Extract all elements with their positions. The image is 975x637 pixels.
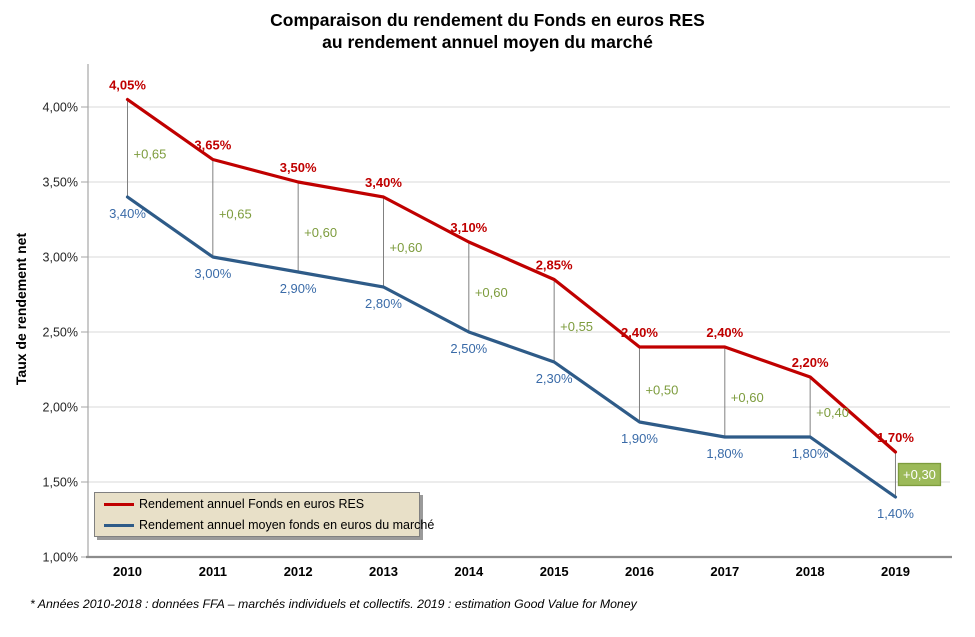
footnote: * Années 2010-2018 : données FFA – march… <box>30 597 637 611</box>
difference-label: +0,65 <box>134 146 167 161</box>
difference-label: +0,55 <box>560 319 593 334</box>
legend-line-blue-icon <box>104 523 134 527</box>
point-label-market: 2,50% <box>450 341 487 356</box>
difference-label: +0,60 <box>475 285 508 300</box>
point-label-market: 1,90% <box>621 431 658 446</box>
difference-label: +0,60 <box>389 240 422 255</box>
series-line-market <box>125 195 898 499</box>
legend-label-market: Rendement annuel moyen fonds en euros du… <box>139 518 435 532</box>
chart-title-line1: Comparaison du rendement du Fonds en eur… <box>270 10 705 30</box>
difference-label: +0,65 <box>219 206 252 221</box>
difference-label: +0,60 <box>731 390 764 405</box>
y-tick-label: 4,00% <box>43 101 78 115</box>
point-label-res: 3,40% <box>365 175 402 190</box>
x-axis-label: 2016 <box>625 564 654 579</box>
point-label-res: 2,20% <box>792 355 829 370</box>
point-label-res: 3,50% <box>280 160 317 175</box>
x-axis-label: 2018 <box>796 564 825 579</box>
x-axis-label: 2011 <box>199 564 227 579</box>
y-tick-label: 2,50% <box>43 326 78 340</box>
x-axis-label: 2017 <box>710 564 739 579</box>
point-label-market: 1,80% <box>792 446 829 461</box>
y-tick-label: 1,00% <box>43 551 78 565</box>
legend-line-red-icon <box>104 502 134 506</box>
point-label-res: 3,65% <box>194 138 231 153</box>
x-axis-label: 2015 <box>540 564 569 579</box>
x-axis-label: 2010 <box>113 564 142 579</box>
difference-label: +0,40 <box>816 405 849 420</box>
series-line-res <box>125 97 898 454</box>
legend: Rendement annuel Fonds en euros RES Rend… <box>94 492 434 537</box>
difference-label: +0,60 <box>304 225 337 240</box>
point-label-res: 1,70% <box>877 430 914 445</box>
y-tick-label: 1,50% <box>43 476 78 490</box>
x-axis-label: 2019 <box>881 564 910 579</box>
chart-title: Comparaison du rendement du Fonds en eur… <box>0 9 975 53</box>
y-tick-label: 3,50% <box>43 176 78 190</box>
legend-item-res: Rendement annuel Fonds en euros RES <box>104 495 419 513</box>
point-label-market: 2,30% <box>536 371 573 386</box>
x-axis-label: 2013 <box>369 564 398 579</box>
x-axis-label: 2014 <box>454 564 484 579</box>
chart-title-line2: au rendement annuel moyen du marché <box>322 32 653 52</box>
y-tick-label: 3,00% <box>43 251 78 265</box>
y-tick-label: 2,00% <box>43 401 78 415</box>
point-label-market: 3,00% <box>194 266 231 281</box>
legend-item-market: Rendement annuel moyen fonds en euros du… <box>104 516 434 534</box>
point-label-res: 2,85% <box>536 258 573 273</box>
difference-label: +0,50 <box>645 383 678 398</box>
difference-highlight-box <box>897 462 942 487</box>
point-label-market: 2,90% <box>280 281 317 296</box>
difference-label-highlighted: +0,30 <box>903 467 936 482</box>
point-label-res: 4,05% <box>109 78 146 93</box>
point-label-market: 1,40% <box>877 506 914 521</box>
point-label-market: 1,80% <box>706 446 743 461</box>
point-label-market: 2,80% <box>365 296 402 311</box>
point-label-res: 2,40% <box>621 325 658 340</box>
point-label-res: 3,10% <box>450 220 487 235</box>
legend-label-res: Rendement annuel Fonds en euros RES <box>139 497 365 511</box>
point-label-res: 2,40% <box>706 325 743 340</box>
x-axis-label: 2012 <box>284 564 313 579</box>
point-label-market: 3,40% <box>109 206 146 221</box>
